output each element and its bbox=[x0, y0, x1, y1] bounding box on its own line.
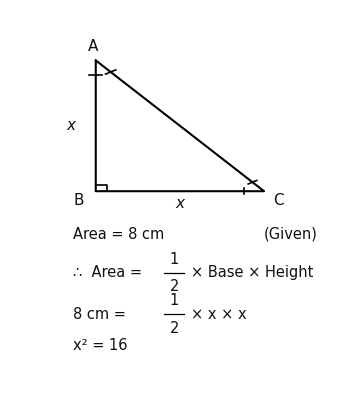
Text: x² = 16: x² = 16 bbox=[73, 337, 128, 353]
Text: 1: 1 bbox=[170, 293, 179, 308]
Text: (Given): (Given) bbox=[264, 227, 317, 241]
Text: × Base × Height: × Base × Height bbox=[191, 265, 313, 280]
Text: B: B bbox=[73, 193, 84, 208]
Text: C: C bbox=[273, 193, 283, 208]
Text: 1: 1 bbox=[170, 252, 179, 266]
Text: × x × x: × x × x bbox=[191, 307, 247, 322]
Text: A: A bbox=[88, 39, 98, 54]
Text: x: x bbox=[176, 197, 184, 212]
Text: x: x bbox=[66, 118, 75, 133]
Text: 8 cm =: 8 cm = bbox=[73, 307, 131, 322]
Text: Area = 8 cm: Area = 8 cm bbox=[73, 227, 165, 241]
Text: ∴  Area =: ∴ Area = bbox=[73, 265, 147, 280]
Text: 2: 2 bbox=[170, 279, 179, 294]
Text: 2: 2 bbox=[170, 321, 179, 336]
